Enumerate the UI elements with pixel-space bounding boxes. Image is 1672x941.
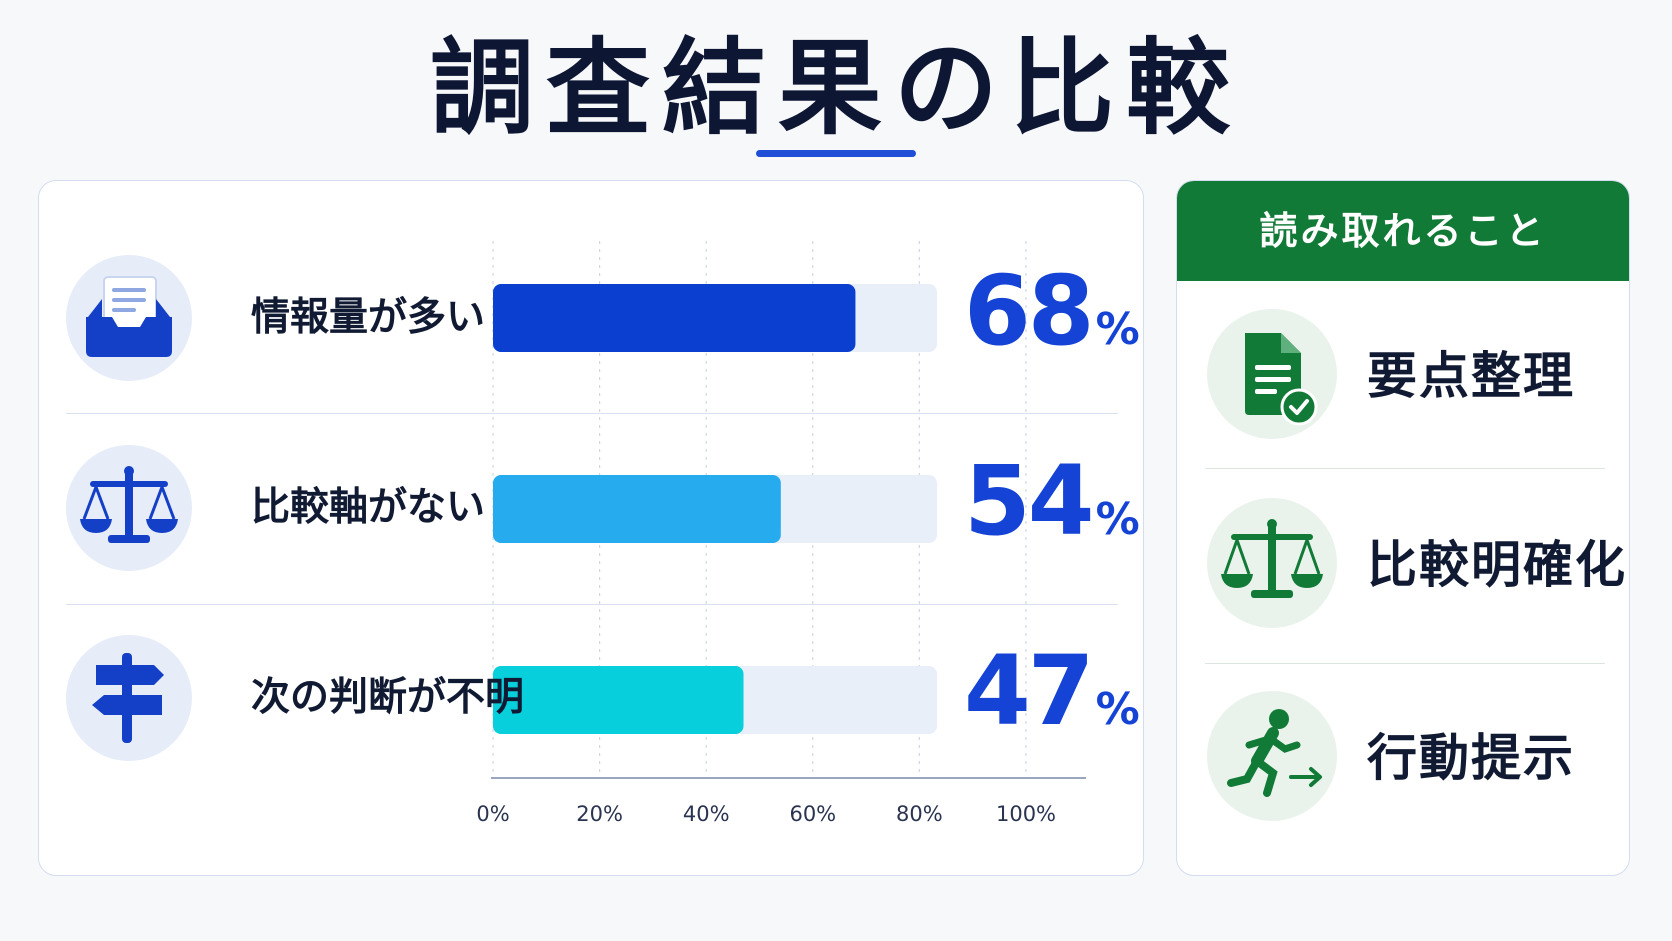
bar-chart: 0% 20% 40% 60% 80% 100% [476,241,1086,826]
value-suffix-0: % [1095,304,1140,355]
x-tick-label: 60% [789,802,836,826]
category-label-2: 次の判断が不明 [251,675,525,720]
x-tick-label: 40% [683,802,730,826]
balance-scale-icon [66,445,192,571]
side-divider [1205,663,1605,664]
category-label-0: 情報量が多い [251,295,486,340]
insight-item: 要点整理 [1177,304,1629,444]
title-underline [756,150,916,157]
x-tick-label: 100% [996,802,1056,826]
balance-scale-icon [1207,498,1337,628]
bar [493,475,781,543]
value-label-2: 47% [964,641,1154,741]
value-label-0: 68% [964,261,1154,361]
inbox-document-icon [66,255,192,381]
x-tick-label: 20% [576,802,623,826]
insights-card: 読み取れること 要点整理 [1176,180,1630,876]
x-tick-label: 0% [476,802,509,826]
side-divider [1205,468,1605,469]
insights-header: 読み取れること [1177,181,1629,281]
value-number-2: 47 [964,635,1095,747]
bar [493,666,744,734]
chart-card: 0% 20% 40% 60% 80% 100% 情報量 [38,180,1144,876]
value-number-1: 54 [964,445,1095,557]
page-title: 調査結果の比較 [429,27,1242,149]
insight-label-2: 行動提示 [1367,729,1575,787]
insight-label-0: 要点整理 [1367,347,1575,405]
bar [493,284,856,352]
insight-item: 行動提示 [1177,686,1629,826]
running-person-exit-icon [1207,691,1337,821]
value-suffix-2: % [1095,684,1140,735]
insight-item: 比較明確化 [1177,493,1629,633]
value-label-1: 54% [964,451,1154,551]
signpost-icon [66,635,192,761]
category-label-1: 比較軸がない [251,485,486,530]
row-divider [66,413,1118,414]
document-check-icon [1207,309,1337,439]
value-suffix-1: % [1095,494,1140,545]
row-divider [66,604,1118,605]
x-tick-label: 80% [896,802,943,826]
value-number-0: 68 [964,255,1095,367]
insight-label-1: 比較明確化 [1367,536,1627,594]
